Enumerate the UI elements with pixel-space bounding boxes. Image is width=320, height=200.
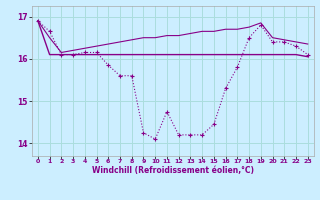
X-axis label: Windchill (Refroidissement éolien,°C): Windchill (Refroidissement éolien,°C): [92, 166, 254, 175]
